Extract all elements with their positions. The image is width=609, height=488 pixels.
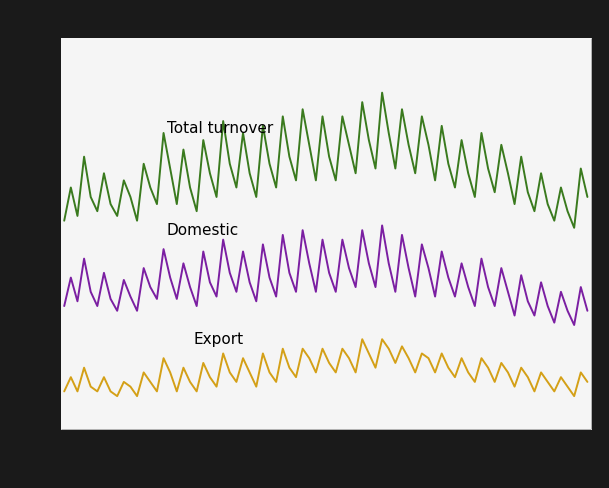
Text: Total turnover: Total turnover xyxy=(167,121,273,136)
Text: Export: Export xyxy=(194,331,244,346)
Text: Domestic: Domestic xyxy=(167,222,239,237)
